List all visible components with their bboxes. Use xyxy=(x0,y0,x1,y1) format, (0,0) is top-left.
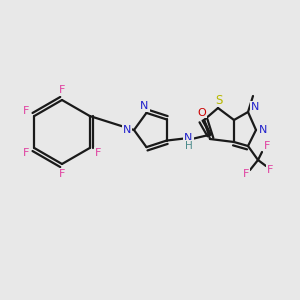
Text: O: O xyxy=(197,108,206,118)
Text: F: F xyxy=(243,169,249,179)
Text: F: F xyxy=(59,169,65,179)
Text: N: N xyxy=(184,133,193,142)
Text: F: F xyxy=(267,165,273,175)
Text: S: S xyxy=(215,94,223,106)
Text: F: F xyxy=(264,141,270,151)
Text: N: N xyxy=(259,125,267,135)
Text: N: N xyxy=(140,101,148,111)
Text: F: F xyxy=(22,148,29,158)
Text: F: F xyxy=(22,106,29,116)
Text: F: F xyxy=(95,148,102,158)
Text: N: N xyxy=(251,102,259,112)
Text: H: H xyxy=(185,141,192,151)
Text: N: N xyxy=(123,125,131,135)
Text: F: F xyxy=(59,85,65,95)
